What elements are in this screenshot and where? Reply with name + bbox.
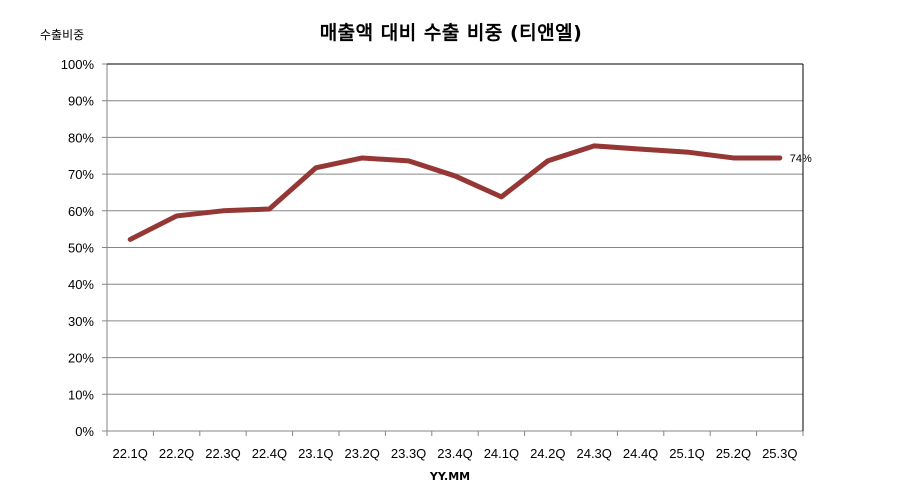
data-labels: 74% — [790, 153, 812, 165]
gridlines — [102, 63, 804, 436]
x-tick-label: 22.2Q — [159, 446, 194, 461]
x-tick-label: 22.3Q — [205, 446, 240, 461]
x-tick-label: 22.4Q — [252, 446, 287, 461]
y-axis-label: 수출비중 — [40, 28, 85, 42]
x-tick-label: 23.4Q — [437, 446, 472, 461]
y-tick-label: 70% — [68, 167, 94, 182]
y-tick-label: 80% — [68, 130, 94, 145]
chart-title: 매출액 대비 수출 비중 (티앤엘) — [319, 22, 583, 44]
y-tick-label: 10% — [68, 387, 94, 402]
x-tick-label: 23.3Q — [391, 446, 426, 461]
x-tick-label: 25.3Q — [762, 446, 797, 461]
x-tick-label: 25.1Q — [669, 446, 704, 461]
x-tick-label: 24.1Q — [484, 446, 519, 461]
x-tick-label: 23.2Q — [344, 446, 379, 461]
x-tick-label: 24.2Q — [530, 446, 565, 461]
series-line-export-ratio — [127, 143, 783, 242]
data-label: 74% — [790, 153, 812, 165]
y-axis-ticks: 0% 10% 20% 30% 40% 50% 60% 70% 80% 90% 100% — [61, 57, 95, 439]
x-tick-label: 22.1Q — [112, 446, 147, 461]
y-tick-label: 30% — [68, 314, 94, 329]
y-tick-label: 50% — [68, 241, 94, 256]
y-tick-label: 100% — [61, 57, 95, 72]
y-tick-label: 0% — [75, 424, 94, 439]
x-axis-ticks: 22.1Q 22.2Q 22.3Q 22.4Q 23.1Q 23.2Q 23.3Q 23.4Q… — [106, 431, 804, 461]
y-tick-label: 60% — [68, 204, 94, 219]
y-tick-label: 20% — [68, 351, 94, 366]
x-tick-label: 24.3Q — [576, 446, 611, 461]
x-tick-label: 25.2Q — [716, 446, 751, 461]
x-tick-label: 24.4Q — [623, 446, 658, 461]
x-tick-label: 23.1Q — [298, 446, 333, 461]
y-tick-label: 90% — [68, 94, 94, 109]
y-tick-label: 40% — [68, 277, 94, 292]
x-axis-label: YY.MM — [429, 470, 471, 483]
